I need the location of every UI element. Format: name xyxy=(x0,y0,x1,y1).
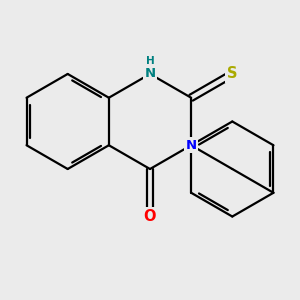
Text: H: H xyxy=(146,56,154,66)
Text: N: N xyxy=(144,68,156,80)
Text: S: S xyxy=(227,67,238,82)
Text: N: N xyxy=(186,139,197,152)
Text: O: O xyxy=(144,209,156,224)
Text: N: N xyxy=(186,139,197,152)
